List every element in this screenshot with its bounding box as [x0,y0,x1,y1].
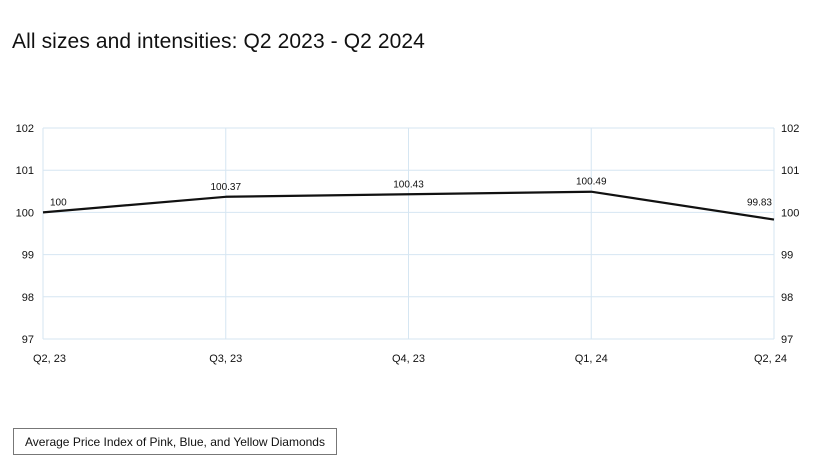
data-labels: 100 100.37 100.43 100.49 99.83 [50,177,772,209]
y-tick-label-left: 100 [16,207,34,219]
data-label: 100 [50,197,67,208]
legend-label: Average Price Index of Pink, Blue, and Y… [25,434,325,449]
y-tick-label-right: 99 [781,250,793,262]
series-layer [42,190,775,221]
x-tick-label: Q2, 24 [754,353,787,365]
y-tick-label-left: 102 [16,123,34,135]
axis-labels: 97 97 98 98 99 99 100 100 101 101 102 102 Q2, 23 Q3, … [16,123,800,365]
x-tick-label: Q2, 23 [33,353,66,365]
x-tick-label: Q3, 23 [209,353,242,365]
series-line [42,190,775,221]
data-label: 99.83 [747,198,772,209]
y-tick-label-left: 99 [22,250,34,262]
legend-box: Average Price Index of Pink, Blue, and Y… [13,428,337,455]
y-tick-label-left: 98 [22,292,34,304]
y-tick-label-right: 102 [781,123,799,135]
x-tick-label: Q1, 24 [575,353,608,365]
y-tick-label-left: 101 [16,165,34,177]
y-tick-label-right: 97 [781,334,793,346]
y-tick-label-right: 98 [781,292,793,304]
y-tick-label-right: 101 [781,165,799,177]
y-tick-label-left: 97 [22,334,34,346]
x-tick-label: Q4, 23 [392,353,425,365]
chart-title: All sizes and intensities: Q2 2023 - Q2 … [12,30,425,53]
y-tick-label-right: 100 [781,207,799,219]
data-label: 100.49 [576,177,607,188]
data-label: 100.37 [210,182,241,193]
data-label: 100.43 [393,179,424,190]
grid-layer [42,127,775,340]
